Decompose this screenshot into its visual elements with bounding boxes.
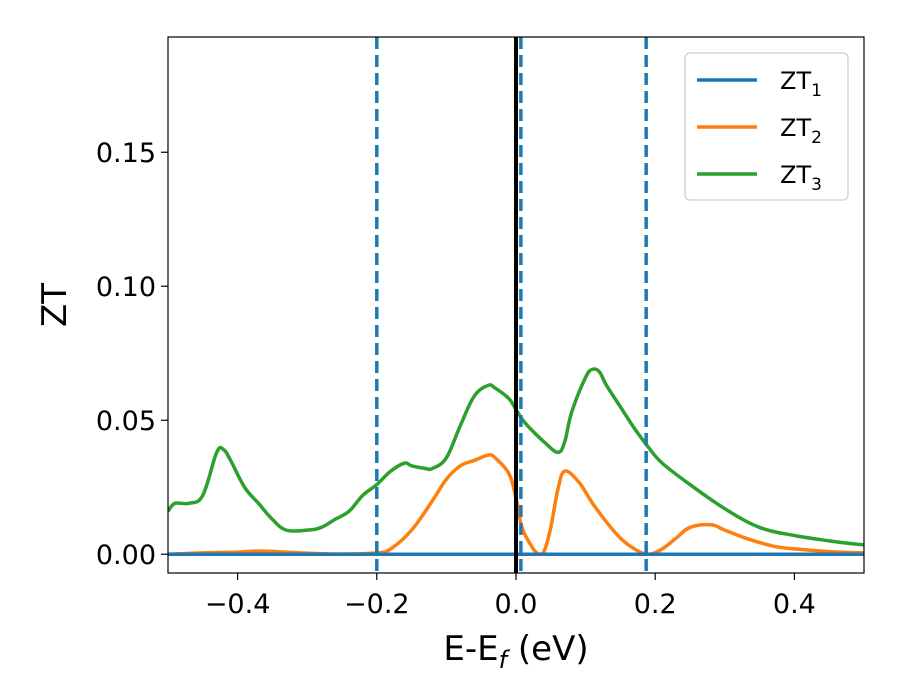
series-line-zt3 bbox=[168, 367, 864, 547]
y-tick-label: 0.00 bbox=[96, 540, 156, 571]
legend-box bbox=[684, 52, 849, 201]
plot-area bbox=[168, 37, 864, 573]
y-axis-label: ZT bbox=[35, 283, 75, 327]
y-tick-label: 0.05 bbox=[96, 406, 156, 437]
x-axis-label: E-Ef (eV) bbox=[443, 629, 588, 674]
y-tick-label: 0.10 bbox=[96, 272, 156, 303]
axes: −0.4 −0.2 0.0 0.2 0.4 0.00 0.05 0.10 0.15 E-Ef (e… bbox=[35, 36, 865, 674]
y-tick-label: 0.15 bbox=[96, 138, 156, 169]
plot-clip-group bbox=[168, 37, 864, 573]
legend-label-zt2: ZT2 bbox=[780, 114, 822, 148]
legend: ZT1 ZT2 ZT3 bbox=[684, 52, 849, 201]
legend-label-zt3: ZT3 bbox=[780, 161, 822, 195]
x-tick-label: 0.4 bbox=[773, 589, 816, 620]
legend-label-zt1: ZT1 bbox=[780, 67, 822, 101]
x-tick-label: −0.4 bbox=[205, 589, 271, 620]
x-tick-label: −0.2 bbox=[344, 589, 410, 620]
x-tick-label: 0.0 bbox=[495, 589, 538, 620]
x-tick-label: 0.2 bbox=[634, 589, 677, 620]
